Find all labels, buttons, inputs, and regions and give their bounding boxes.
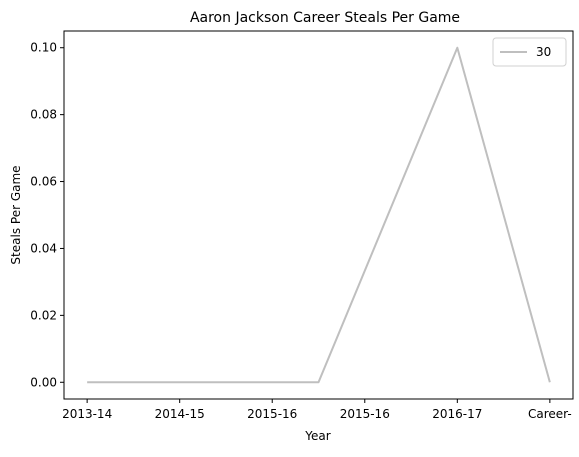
- x-tick-label-5: Career-: [528, 407, 572, 421]
- x-axis-label: Year: [304, 429, 330, 443]
- y-tick-label-1: 0.02: [30, 308, 57, 322]
- y-tick-label-2: 0.04: [30, 241, 57, 255]
- x-tick-label-0: 2013-14: [62, 407, 112, 421]
- legend: 30: [492, 37, 567, 67]
- y-tick-label-4: 0.08: [30, 108, 57, 122]
- series-line-0: [87, 46, 551, 384]
- y-tick-label-5: 0.10: [30, 41, 57, 55]
- y-tick-label-3: 0.06: [30, 175, 57, 189]
- x-tick-label-4: 2016-17: [432, 407, 482, 421]
- legend-label-0: 30: [536, 45, 551, 59]
- plot-frame: [63, 30, 574, 400]
- plot-area: 0.00 0.02 0.04 0.06 0.08 0.10 2013-14 2014-15 20…: [30, 30, 574, 421]
- legend-box: [492, 37, 567, 67]
- y-axis-label: Steals Per Game: [9, 165, 23, 264]
- x-tick-label-1: 2014-15: [155, 407, 205, 421]
- x-tick-label-3: 2015-16: [340, 407, 390, 421]
- chart-title: Aaron Jackson Career Steals Per Game: [190, 10, 460, 26]
- x-tick-label-2: 2015-16: [247, 407, 297, 421]
- y-tick-label-0: 0.00: [30, 375, 57, 389]
